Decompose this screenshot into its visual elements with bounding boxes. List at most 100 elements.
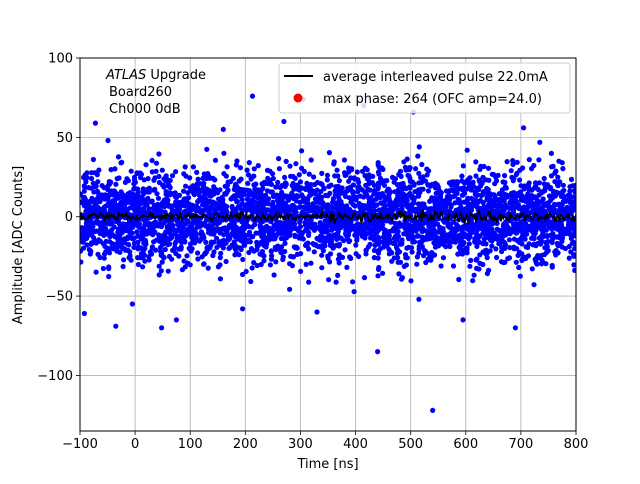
data-point [173,169,179,175]
data-point [419,161,425,168]
data-point [287,163,293,169]
data-point [246,160,252,166]
data-point [232,184,238,190]
data-point [381,244,387,250]
data-point [169,173,176,179]
data-point [244,196,251,202]
data-point [416,193,422,199]
data-point [568,176,575,182]
data-point [552,179,558,185]
data-point [216,240,222,246]
data-point [158,268,164,274]
data-point [514,159,520,165]
data-point [95,179,101,185]
data-point [383,207,389,213]
data-point [403,224,409,230]
data-point [483,177,489,183]
data-point [265,175,271,181]
data-point [425,182,431,188]
data-point [292,245,299,251]
data-point [283,181,289,187]
data-point [289,190,295,196]
legend-box [278,62,571,114]
data-point [500,191,506,198]
data-point [145,176,151,182]
data-point [161,184,167,190]
data-point [448,182,454,188]
data-point [298,204,304,210]
y-tick-label: −50 [46,290,73,305]
data-point [418,174,424,181]
data-point [363,251,369,257]
data-point [476,239,483,245]
data-point [501,198,507,204]
data-point [471,272,477,278]
data-point [335,272,341,278]
data-point [140,188,146,194]
data-point [472,191,478,197]
data-point [419,179,425,185]
data-point [462,190,468,196]
data-point [96,195,102,201]
data-point [519,193,525,199]
data-point [268,256,275,262]
data-point [159,250,165,256]
data-point [480,230,486,236]
data-point [404,245,410,251]
data-point [499,248,505,255]
data-point [244,239,250,245]
data-point [240,256,246,263]
data-point [504,159,510,165]
data-point [155,195,162,201]
data-point [401,159,407,165]
data-point [325,253,331,259]
data-point [214,225,220,231]
data-point [194,169,200,175]
data-point [407,178,413,184]
data-point [183,183,189,189]
data-point [532,242,538,248]
data-point [299,148,305,154]
data-point [209,201,216,207]
data-point [163,178,169,184]
data-point [497,198,503,204]
data-point [122,179,128,185]
data-point [466,241,472,247]
data-point [341,157,347,163]
data-point [234,198,240,205]
data-point [210,252,216,259]
data-point [375,234,381,240]
data-point [154,191,160,197]
data-point [113,181,119,187]
data-point [217,255,223,261]
data-point [207,206,214,212]
data-point [560,198,566,205]
data-point [475,235,481,241]
data-point [391,235,397,242]
data-point [548,185,554,191]
data-point [170,226,176,232]
data-point [211,191,217,197]
data-point [416,144,422,150]
data-point [127,194,133,200]
data-point [236,252,242,258]
data-point [548,173,555,179]
data-point [536,255,542,261]
data-point [158,222,164,228]
data-point [141,252,147,258]
data-point [135,223,141,229]
data-point [296,172,302,178]
data-point [197,238,203,244]
data-point [440,255,447,261]
data-point [553,252,559,258]
data-point [252,192,258,198]
data-point [570,183,576,189]
data-point [547,219,554,225]
data-point [131,244,137,250]
x-tick-label: 0 [131,437,139,452]
data-point [195,250,201,256]
data-point [341,190,347,196]
data-point [146,254,152,260]
data-point [271,272,277,278]
data-point [549,236,556,242]
